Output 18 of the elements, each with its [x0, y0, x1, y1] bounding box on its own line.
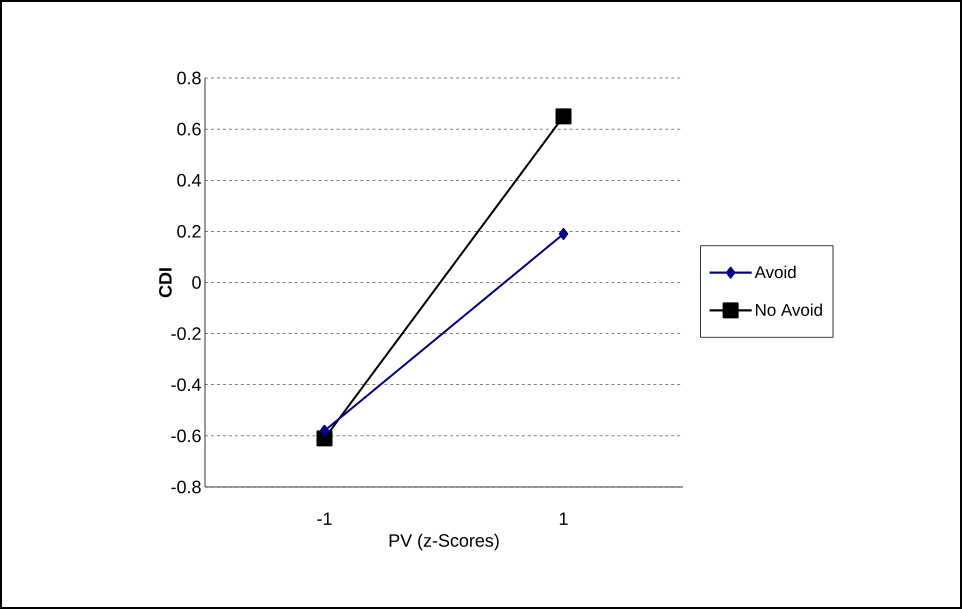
- y-tick-label: -0.6: [171, 430, 201, 442]
- y-tick-label: -0.8: [171, 480, 201, 494]
- x-tick-label: -1: [317, 512, 332, 525]
- y-tick-label: -0.2: [171, 327, 201, 340]
- point: [320, 424, 330, 437]
- y-tick-label: 0.8: [177, 72, 201, 84]
- x-axis-title: PV (z-Scores): [390, 534, 499, 550]
- y-tick-label: 0: [192, 276, 201, 289]
- x-tick-label: 1: [560, 512, 568, 525]
- point: [556, 108, 572, 124]
- y-tick-label: 0.2: [177, 225, 201, 238]
- y-tick-label: -0.4: [171, 378, 201, 392]
- legend-label: Avoid: [754, 266, 796, 278]
- y-axis-title: CDI: [159, 268, 172, 298]
- y-tick-label: 0.4: [177, 174, 201, 187]
- y-tick-label: 0.6: [177, 122, 201, 136]
- point: [558, 228, 568, 240]
- legend-label: No Avoid: [756, 304, 822, 316]
